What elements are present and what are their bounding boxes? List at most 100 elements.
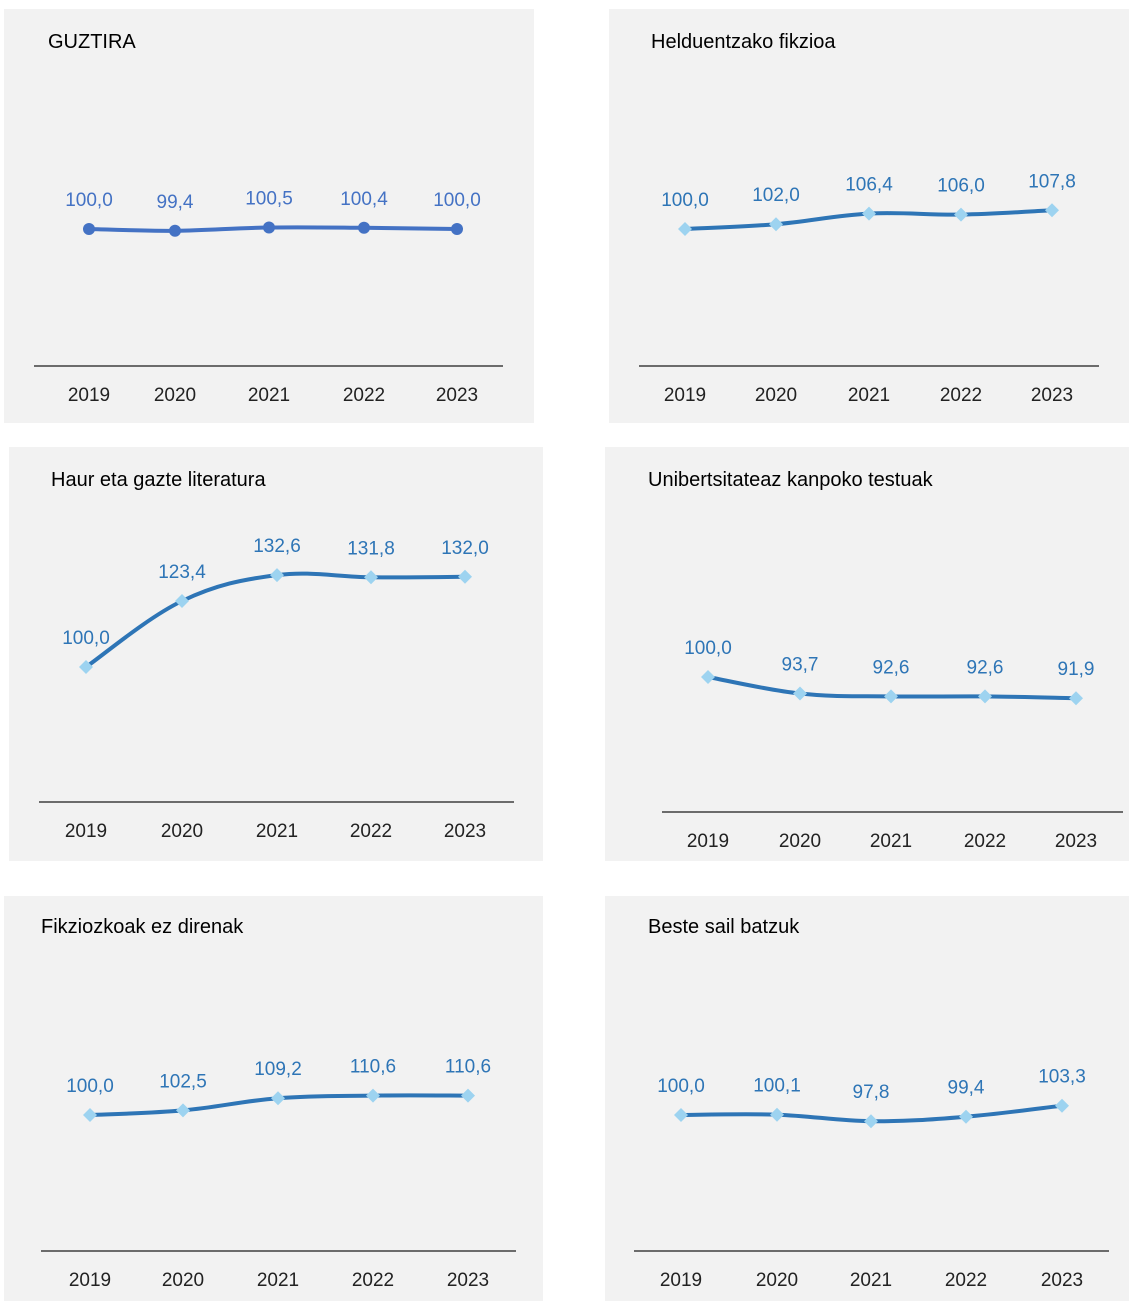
x-tick-label: 2023 — [1031, 385, 1073, 406]
line-chart: 2019 2020 2021 2022 2023 100,0 99,4 100,5 100,4 1… — [34, 189, 503, 406]
line-chart: 2019 2020 2021 2022 2023 100,0 100,1 97,8 99,4 10… — [634, 1067, 1109, 1291]
data-point — [1045, 203, 1059, 218]
data-label: 100,0 — [661, 190, 709, 211]
data-point — [959, 1109, 973, 1124]
x-tick-label: 2021 — [870, 831, 912, 852]
data-point — [978, 689, 992, 704]
chart-title: Fikziozkoak ez direnak — [41, 916, 244, 938]
data-label: 91,9 — [1058, 659, 1095, 680]
data-label: 99,4 — [948, 1078, 985, 1099]
x-tick-label: 2021 — [257, 1270, 299, 1291]
data-label: 102,0 — [752, 185, 800, 206]
x-tick-label: 2021 — [248, 385, 290, 406]
data-label: 132,6 — [253, 536, 301, 557]
x-tick-label: 2019 — [664, 385, 706, 406]
data-point — [79, 660, 93, 674]
chart-title: Helduentzako fikzioa — [651, 31, 836, 53]
data-point — [83, 1108, 97, 1122]
data-label: 132,0 — [441, 538, 489, 559]
data-point — [674, 1108, 688, 1122]
data-point — [175, 594, 189, 608]
x-tick-label: 2019 — [687, 831, 729, 852]
data-point — [793, 686, 807, 701]
chart-panel-fikziozkoak-ez-direnak: Fikziozkoak ez direnak 2019 2020 2021 2022 2… — [4, 896, 543, 1301]
data-label: 103,3 — [1038, 1067, 1086, 1088]
x-tick-label: 2020 — [779, 831, 821, 852]
x-tick-label: 2022 — [964, 831, 1006, 852]
data-point — [884, 689, 898, 704]
x-tick-label: 2020 — [161, 821, 203, 842]
data-point — [678, 222, 692, 236]
data-label: 106,4 — [845, 175, 893, 196]
data-point — [701, 670, 715, 684]
x-tick-label: 2019 — [660, 1270, 702, 1291]
data-label: 100,0 — [66, 1076, 114, 1097]
data-label: 99,4 — [157, 192, 194, 213]
x-tick-label: 2022 — [352, 1270, 394, 1291]
data-label: 100,0 — [657, 1076, 705, 1097]
data-point — [358, 221, 370, 234]
data-label: 123,4 — [158, 562, 206, 583]
data-point — [451, 223, 463, 235]
data-point — [83, 223, 95, 235]
line-chart: 2019 2020 2021 2022 2023 100,0 123,4 132,6 131,8… — [39, 536, 514, 842]
chart-panel-unibertsitateaz-kanpoko-testuak: Unibertsitateaz kanpoko testuak 2019 2020… — [605, 447, 1129, 861]
x-tick-label: 2023 — [436, 385, 478, 406]
chart-title: Unibertsitateaz kanpoko testuak — [648, 469, 933, 491]
chart-panel-haur-eta-gazte-literatura: Haur eta gazte literatura 2019 2020 2021 20… — [9, 447, 543, 861]
data-label: 100,0 — [684, 638, 732, 659]
data-point — [461, 1088, 475, 1103]
x-tick-label: 2022 — [940, 385, 982, 406]
series-line — [84, 571, 467, 669]
x-tick-label: 2022 — [350, 821, 392, 842]
data-label: 100,0 — [65, 190, 113, 211]
data-label: 110,6 — [350, 1057, 396, 1078]
data-label: 100,0 — [62, 628, 110, 649]
x-tick-label: 2020 — [756, 1270, 798, 1291]
data-point — [864, 1114, 878, 1129]
data-point — [954, 207, 968, 222]
data-point — [263, 221, 275, 234]
chart-panel-helduentzako-fikzioa: Helduentzako fikzioa 2019 2020 2021 2022 202… — [609, 9, 1129, 423]
chart-panel-guztira: GUZTIRA 2019 2020 2021 2022 2023 100,0 99,4 100… — [4, 9, 534, 423]
data-label: 100,5 — [245, 189, 293, 210]
x-tick-label: 2022 — [945, 1270, 987, 1291]
x-tick-label: 2019 — [65, 821, 107, 842]
data-point — [862, 206, 876, 221]
line-chart: 2019 2020 2021 2022 2023 100,0 102,5 109,2 110,6… — [41, 1057, 516, 1291]
x-tick-label: 2021 — [848, 385, 890, 406]
data-point — [458, 569, 472, 584]
data-point — [770, 1107, 784, 1122]
data-label: 100,0 — [433, 190, 481, 211]
chart-title: Beste sail batzuk — [648, 916, 800, 938]
chart-panel-beste-sail-batzuk: Beste sail batzuk 2019 2020 2021 2022 2023 10… — [605, 896, 1129, 1301]
data-point — [270, 568, 284, 583]
x-tick-label: 2023 — [1055, 831, 1097, 852]
data-label: 102,5 — [159, 1071, 207, 1092]
x-tick-label: 2020 — [162, 1270, 204, 1291]
chart-title: GUZTIRA — [48, 31, 136, 53]
data-label: 92,6 — [873, 657, 910, 678]
x-tick-label: 2019 — [69, 1270, 111, 1291]
data-label: 110,6 — [445, 1057, 491, 1078]
chart-title: Haur eta gazte literatura — [51, 469, 266, 491]
x-tick-label: 2021 — [850, 1270, 892, 1291]
x-tick-label: 2019 — [68, 385, 110, 406]
data-label: 97,8 — [853, 1082, 890, 1103]
x-tick-label: 2021 — [256, 821, 298, 842]
data-point — [364, 570, 378, 585]
line-chart: 2019 2020 2021 2022 2023 100,0 102,0 106,4 106,0… — [639, 171, 1099, 406]
data-point — [1069, 691, 1083, 706]
data-label: 92,6 — [967, 657, 1004, 678]
line-chart: 2019 2020 2021 2022 2023 100,0 93,7 92,6 92,6 91,… — [662, 638, 1123, 852]
x-tick-label: 2023 — [1041, 1270, 1083, 1291]
x-tick-label: 2020 — [154, 385, 196, 406]
data-point — [176, 1103, 190, 1118]
data-label: 109,2 — [254, 1059, 302, 1080]
data-label: 100,4 — [340, 189, 388, 210]
data-point — [1055, 1098, 1069, 1113]
x-tick-label: 2023 — [447, 1270, 489, 1291]
data-label: 93,7 — [782, 655, 819, 676]
data-point — [769, 217, 783, 232]
data-label: 107,8 — [1028, 171, 1076, 192]
